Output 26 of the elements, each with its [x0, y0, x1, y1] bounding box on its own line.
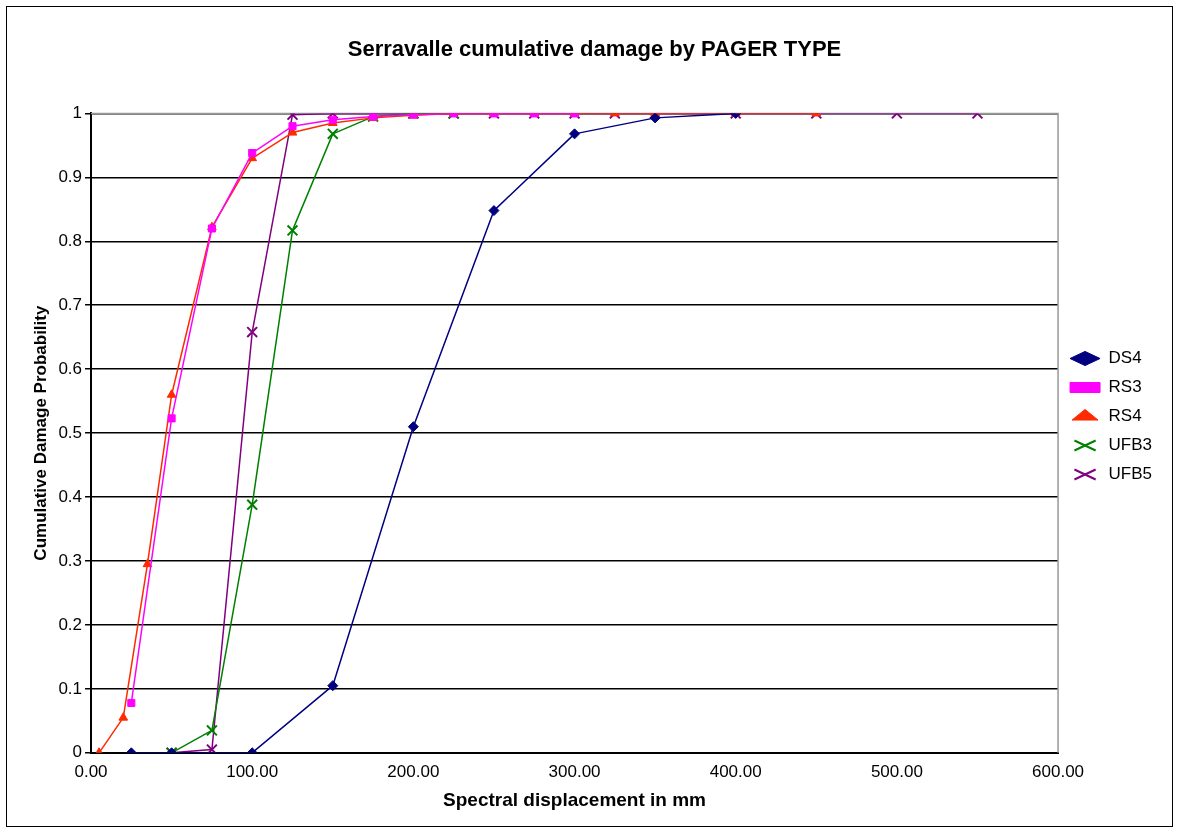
y-axis-title: Cumulative Damage Probability [30, 305, 50, 561]
y-tick-label: 0.1 [58, 678, 83, 698]
legend-label: UFB3 [1108, 435, 1153, 455]
y-tick-label: 1 [72, 103, 83, 123]
y-tick-label: 0.5 [58, 422, 83, 442]
x-tick-label: 300.00 [548, 761, 601, 781]
x-tick-label: 400.00 [709, 761, 762, 781]
x-tick-label: 100.00 [226, 761, 279, 781]
y-tick-label: 0.6 [58, 358, 83, 378]
chart-title: Serravalle cumulative damage by PAGER TYPE [347, 36, 842, 62]
x-tick-label: 500.00 [870, 761, 923, 781]
legend-label: DS4 [1108, 348, 1142, 368]
legend-label: RS4 [1108, 406, 1142, 426]
legend-label: UFB5 [1108, 464, 1153, 484]
y-tick-label: 0 [72, 742, 83, 762]
x-tick-label: 600.00 [1032, 761, 1085, 781]
legend-label: RS3 [1108, 377, 1142, 397]
y-tick-label: 0.2 [58, 614, 83, 634]
y-tick-label: 0.8 [58, 230, 83, 250]
x-tick-label: 0.00 [74, 761, 108, 781]
x-tick-label: 200.00 [387, 761, 440, 781]
y-tick-label: 0.7 [58, 294, 83, 314]
x-axis-title: Spectral displacement in mm [443, 788, 706, 810]
y-tick-label: 0.9 [58, 167, 83, 187]
y-tick-label: 0.4 [58, 486, 83, 506]
y-tick-label: 0.3 [58, 550, 83, 570]
